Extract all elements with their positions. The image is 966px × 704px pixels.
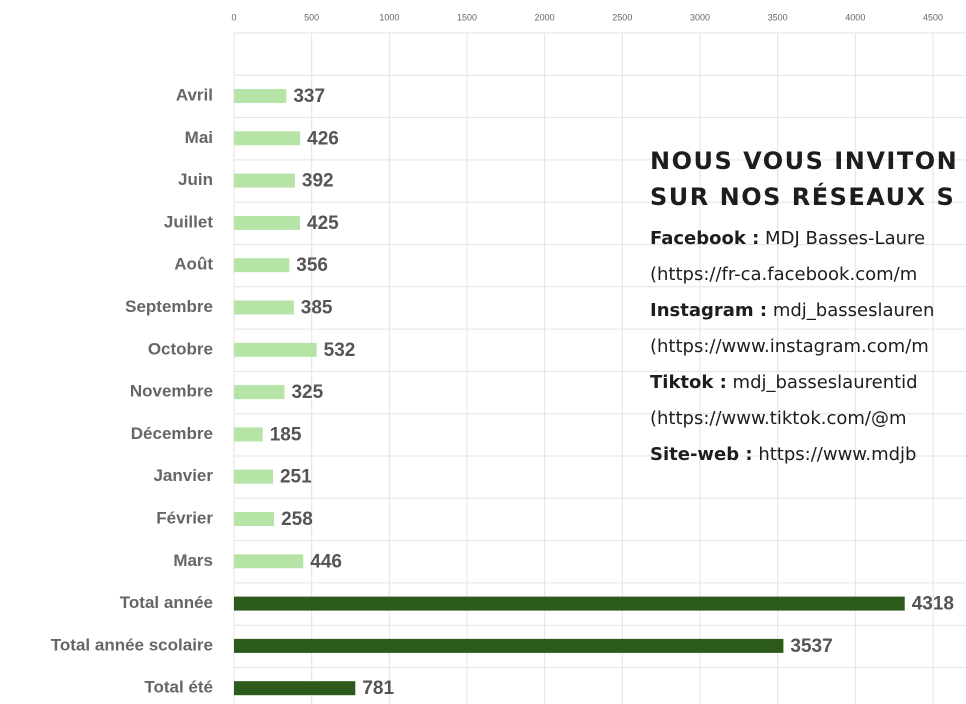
bar <box>234 681 356 696</box>
heading: NOUS VOUS INVITON <box>650 147 958 175</box>
social-line: Tiktok : mdj_basseslaurentid <box>650 372 918 393</box>
bar <box>234 173 295 188</box>
social-line: (https://www.tiktok.com/@m <box>650 408 907 429</box>
x-tick-label: 2500 <box>612 12 632 22</box>
category-label: Total été <box>144 678 213 697</box>
category-label: Août <box>174 255 213 274</box>
value-label: 258 <box>281 509 313 530</box>
value-label: 325 <box>291 382 323 403</box>
category-label: Octobre <box>148 339 213 358</box>
category-label: Avril <box>176 85 213 104</box>
category-label: Mars <box>173 551 213 570</box>
category-label: Mai <box>185 128 213 147</box>
x-tick-label: 0 <box>231 12 236 22</box>
bar <box>234 554 304 569</box>
x-tick-label: 3500 <box>768 12 788 22</box>
social-text: mdj_basseslauren <box>767 300 934 321</box>
bar <box>234 385 285 400</box>
social-text: mdj_basseslaurentid <box>727 372 918 393</box>
x-tick-label: 4500 <box>923 12 943 22</box>
bar <box>234 131 301 146</box>
value-label: 356 <box>296 255 328 276</box>
category-label: Total année scolaire <box>51 635 213 654</box>
bar <box>234 89 287 103</box>
social-line: Facebook : MDJ Basses-Laure <box>650 228 925 249</box>
category-label: Novembre <box>130 382 213 401</box>
bar <box>234 596 905 611</box>
value-label: 337 <box>293 86 325 107</box>
value-label: 446 <box>310 551 342 572</box>
social-line: (https://fr-ca.facebook.com/m <box>650 264 917 285</box>
social-text: (https://fr-ca.facebook.com/m <box>650 264 917 285</box>
social-text: MDJ Basses-Laure <box>759 228 925 249</box>
x-tick-label: 500 <box>304 12 319 22</box>
bar <box>234 512 275 526</box>
value-label: 781 <box>362 678 394 699</box>
value-label: 385 <box>301 298 333 319</box>
social-text: https://www.mdjb <box>753 444 917 465</box>
social-text: (https://www.instagram.com/m <box>650 336 929 357</box>
x-tick-label: 2000 <box>535 12 555 22</box>
category-label: Juin <box>178 170 213 189</box>
x-tick-label: 4000 <box>845 12 865 22</box>
x-tick-label: 1500 <box>457 12 477 22</box>
social-line: Site-web : https://www.mdjb <box>650 444 916 465</box>
social-text: (https://www.tiktok.com/@m <box>650 408 907 429</box>
value-label: 3537 <box>790 636 832 657</box>
value-label: 532 <box>324 340 356 361</box>
social-line: (https://www.instagram.com/m <box>650 336 929 357</box>
social-label: Instagram : <box>650 300 767 321</box>
bar <box>234 258 290 273</box>
bar <box>234 469 273 484</box>
category-label: Décembre <box>131 424 213 443</box>
x-tick-label: 3000 <box>690 12 710 22</box>
bar <box>234 342 317 357</box>
social-label: Site-web : <box>650 444 753 465</box>
value-label: 251 <box>280 467 312 488</box>
social-line: Instagram : mdj_basseslauren <box>650 300 934 321</box>
value-label: 392 <box>302 171 334 192</box>
social-label: Tiktok : <box>650 372 727 393</box>
category-label: Juillet <box>164 212 213 231</box>
bar <box>234 215 301 230</box>
category-label: Septembre <box>125 297 213 316</box>
category-label: Février <box>156 508 213 527</box>
social-label: Facebook : <box>650 228 759 249</box>
heading: SUR NOS RÉSEAUX S <box>650 182 955 211</box>
category-label: Total année <box>120 593 213 612</box>
bar <box>234 427 263 442</box>
bar <box>234 300 294 315</box>
x-tick-label: 1000 <box>379 12 399 22</box>
value-label: 4318 <box>912 594 954 615</box>
value-label: 185 <box>270 424 302 445</box>
category-label: Janvier <box>153 466 213 485</box>
value-label: 426 <box>307 128 339 149</box>
value-label: 425 <box>307 213 339 234</box>
bar <box>234 638 784 653</box>
